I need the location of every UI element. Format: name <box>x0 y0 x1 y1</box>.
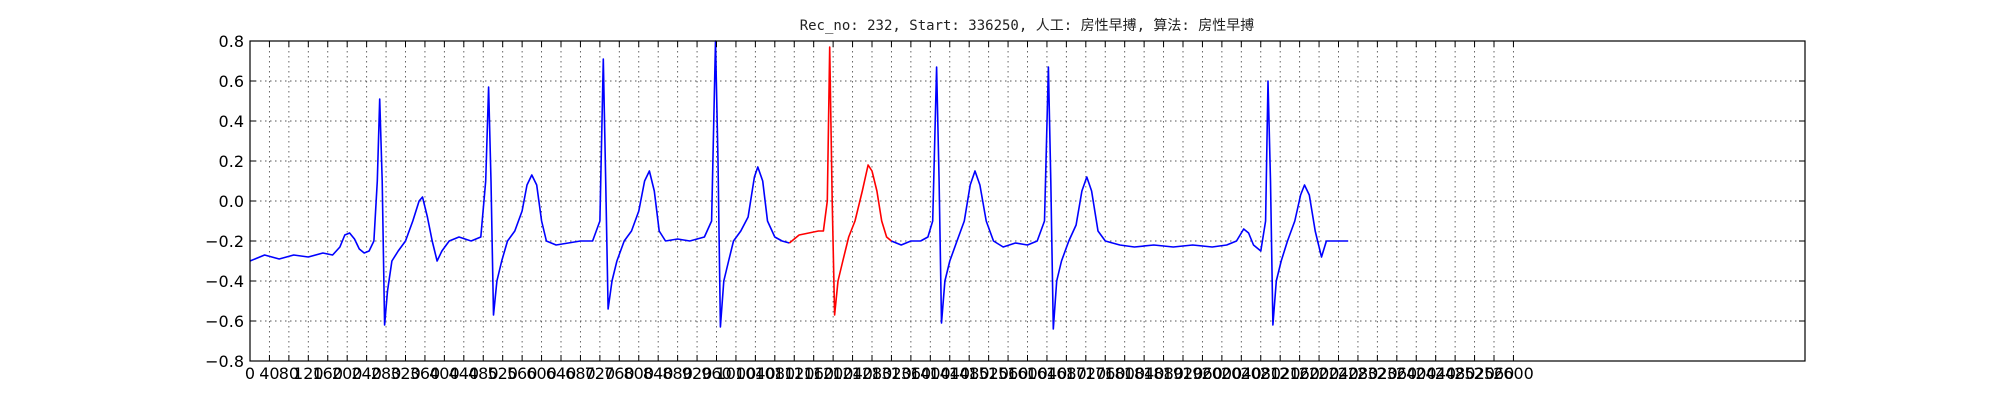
x-tick-label: 2440 <box>1415 364 1456 383</box>
y-tick-label: −0.2 <box>205 232 244 251</box>
x-tick-label: 1920 <box>1163 364 1204 383</box>
x-tick-label: 1680 <box>1046 364 1087 383</box>
x-tick-label: 1840 <box>1124 364 1165 383</box>
x-tick-label: 520 <box>487 364 518 383</box>
x-tick-label: 1800 <box>1104 364 1145 383</box>
x-tick-label: 1280 <box>852 364 893 383</box>
x-tick-label: 160 <box>312 364 343 383</box>
x-tick-label: 2600 <box>1493 364 1534 383</box>
x-tick-label: 1520 <box>968 364 1009 383</box>
x-tick-label: 960 <box>701 364 732 383</box>
x-tick-label: 2400 <box>1396 364 1437 383</box>
grid <box>250 41 1805 361</box>
x-tick-label: 1760 <box>1085 364 1126 383</box>
x-tick-label: 920 <box>682 364 713 383</box>
x-tick-label: 2240 <box>1318 364 1359 383</box>
x-tick-label: 1720 <box>1065 364 1106 383</box>
y-tick-label: −0.8 <box>205 352 244 371</box>
series-line-3 <box>891 66 1349 330</box>
x-tick-label: 280 <box>371 364 402 383</box>
x-tick-label: 2200 <box>1299 364 1340 383</box>
x-tick-label: 1600 <box>1007 364 1048 383</box>
x-tick-label: 1000 <box>716 364 757 383</box>
x-tick-label: 1880 <box>1143 364 1184 383</box>
x-tick-label: 2560 <box>1474 364 1515 383</box>
x-tick-label: 1040 <box>735 364 776 383</box>
x-tick-label: 80 <box>279 364 299 383</box>
x-tick-label: 2000 <box>1202 364 1243 383</box>
x-tick-label: 480 <box>468 364 499 383</box>
x-tick-label: 640 <box>546 364 577 383</box>
x-tick-label: 2320 <box>1357 364 1398 383</box>
x-tick-label: 2480 <box>1435 364 1476 383</box>
x-tick-label: 1960 <box>1182 364 1223 383</box>
x-tick-label: 1440 <box>929 364 970 383</box>
x-tick-label: 320 <box>390 364 421 383</box>
x-tick-label: 2280 <box>1338 364 1379 383</box>
x-tick-label: 2360 <box>1376 364 1417 383</box>
x-tick-label: 200 <box>332 364 363 383</box>
x-tick-label: 840 <box>643 364 674 383</box>
series-line-1 <box>249 40 790 328</box>
x-tick-labels: 0 40 8012016020024028032036040044048052056… <box>245 364 1534 383</box>
y-tick-label: 0.0 <box>219 192 244 211</box>
series-line-2 <box>788 46 892 316</box>
y-tick-label: 0.2 <box>219 152 244 171</box>
x-tick-label: 680 <box>565 364 596 383</box>
y-tick-label: −0.4 <box>205 272 244 291</box>
x-tick-label: 1400 <box>910 364 951 383</box>
ticks <box>249 40 1805 362</box>
x-tick-label: 1640 <box>1027 364 1068 383</box>
x-tick-label: 1200 <box>813 364 854 383</box>
x-tick-label: 2040 <box>1221 364 1262 383</box>
x-tick-label: 1320 <box>871 364 912 383</box>
x-tick-label: 760 <box>604 364 635 383</box>
x-tick-label: 240 <box>351 364 382 383</box>
x-tick-label: 1240 <box>832 364 873 383</box>
series-group <box>249 40 1349 330</box>
y-tick-label: −0.6 <box>205 312 244 331</box>
x-tick-label: 800 <box>623 364 654 383</box>
x-tick-label: 1560 <box>988 364 1029 383</box>
x-tick-label: 40 <box>259 364 279 383</box>
x-tick-label: 2160 <box>1279 364 1320 383</box>
x-tick-label: 1120 <box>774 364 815 383</box>
x-tick-label: 440 <box>449 364 480 383</box>
y-tick-labels: −0.8 −0.6 −0.4 −0.2 0.0 0.2 0.4 0.6 0.8 <box>205 32 244 371</box>
x-tick-label: 880 <box>662 364 693 383</box>
x-tick-label: 1360 <box>891 364 932 383</box>
x-tick-label: 2080 <box>1240 364 1281 383</box>
x-tick-label: 600 <box>526 364 557 383</box>
x-tick-label: 1080 <box>754 364 795 383</box>
chart-title: Rec_no: 232, Start: 336250, 人工: 房性早搏, 算法… <box>800 17 1255 34</box>
x-tick-label: 0 <box>245 364 255 383</box>
x-tick-label: 120 <box>293 364 324 383</box>
x-tick-label: 360 <box>410 364 441 383</box>
x-tick-label: 560 <box>507 364 538 383</box>
x-tick-label: 2120 <box>1260 364 1301 383</box>
y-tick-label: 0.4 <box>219 112 244 131</box>
x-tick-label: 1160 <box>793 364 834 383</box>
x-tick-label: 1480 <box>949 364 990 383</box>
x-tick-label: 400 <box>429 364 460 383</box>
y-tick-label: 0.6 <box>219 72 244 91</box>
y-tick-label: 0.8 <box>219 32 244 51</box>
x-tick-label: 2520 <box>1454 364 1495 383</box>
x-tick-label: 720 <box>585 364 616 383</box>
